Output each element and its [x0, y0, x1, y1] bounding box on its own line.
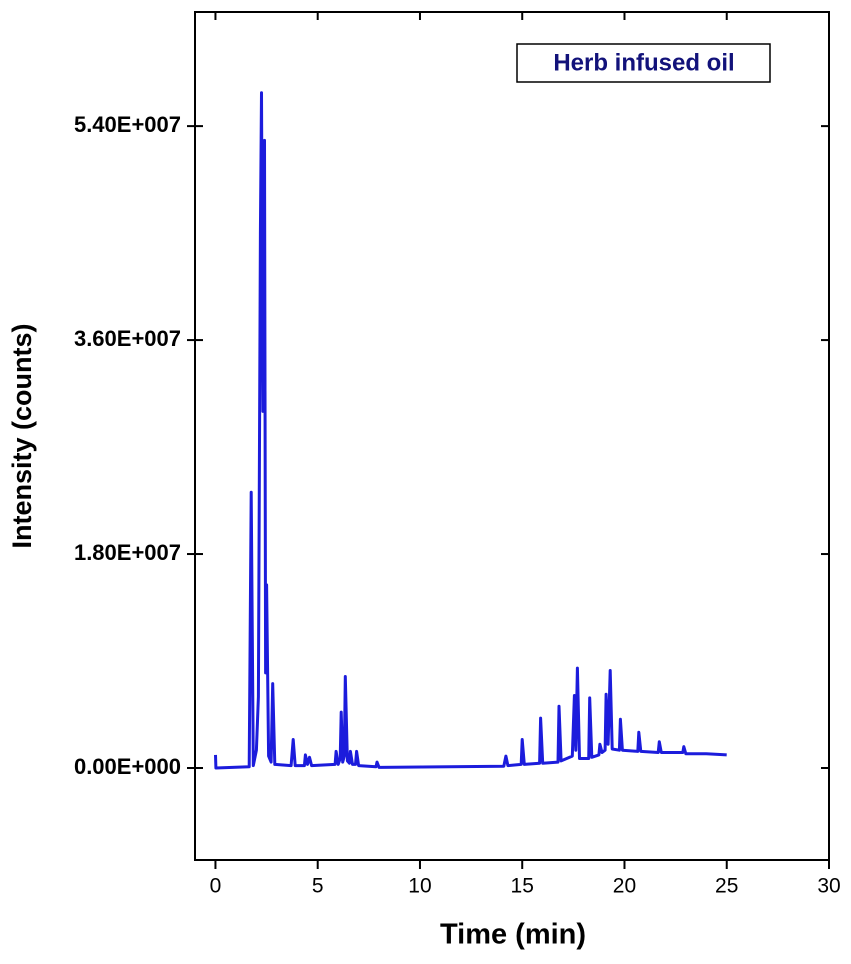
- plot-frame: [194, 11, 830, 861]
- x-tick-label: 5: [312, 875, 324, 898]
- legend-label: Herb infused oil: [553, 49, 734, 76]
- legend-box: [516, 43, 771, 83]
- x-tick-label: 30: [817, 875, 840, 898]
- x-tick-label: 10: [408, 875, 431, 898]
- x-tick-label: 25: [715, 875, 738, 898]
- y-axis-title: Intensity (counts): [7, 323, 37, 548]
- x-tick-label: 20: [613, 875, 636, 898]
- y-tick-label: 5.40E+007: [74, 112, 181, 137]
- x-axis-title: Time (min): [440, 919, 586, 951]
- x-tick-label: 15: [511, 875, 534, 898]
- y-tick-label: 0.00E+000: [74, 754, 181, 779]
- y-tick-label: 3.60E+007: [74, 326, 181, 351]
- y-tick-label: 1.80E+007: [74, 540, 181, 565]
- data-line: [214, 91, 727, 770]
- x-tick-label: 0: [210, 875, 222, 898]
